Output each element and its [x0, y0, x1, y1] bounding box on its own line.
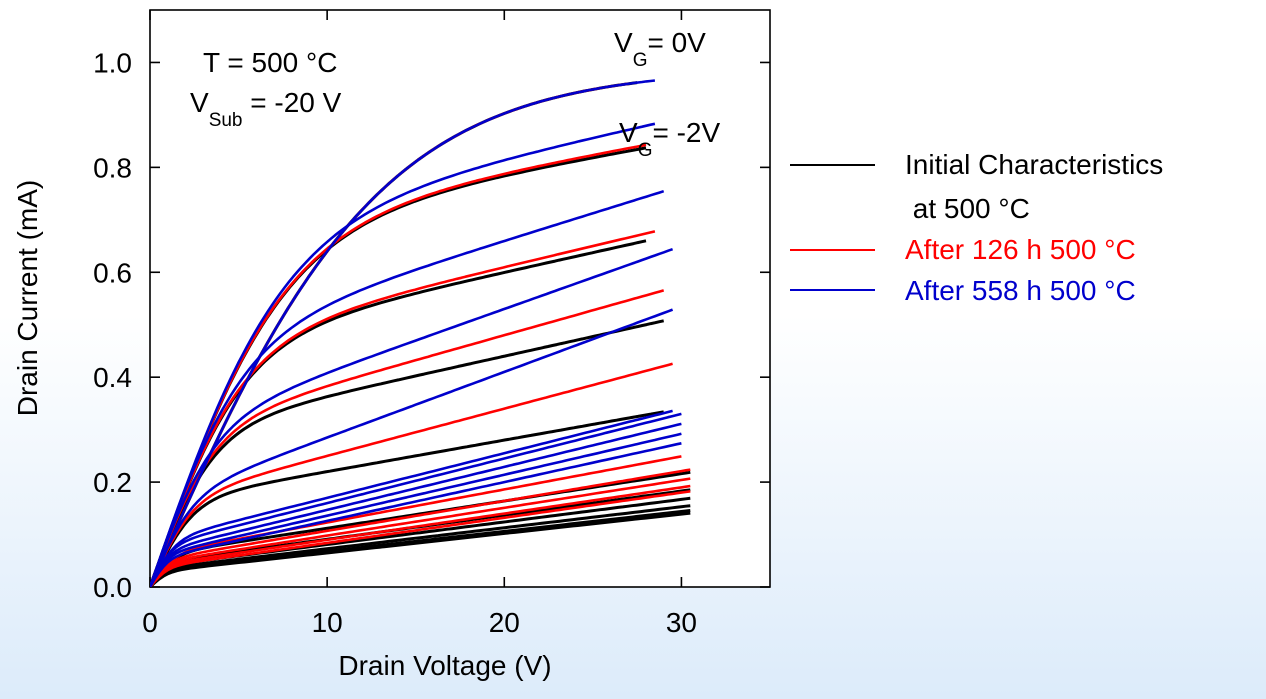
vsub-annotation: VSub = -20 V: [190, 87, 342, 131]
series-2-curve-3: [150, 247, 674, 587]
vsub-main: V: [190, 87, 209, 118]
y-tick-label: 0.8: [93, 152, 132, 183]
series-2-curve-9: [150, 442, 682, 587]
vg2-main: V: [619, 117, 638, 148]
series-1-curve-4: [150, 362, 673, 587]
x-tick-label: 20: [489, 607, 520, 638]
x-axis-title: Drain Voltage (V): [338, 650, 551, 681]
x-tick-label: 0: [142, 607, 158, 638]
y-tick-label: 0.2: [93, 467, 132, 498]
series-2-curve-5: [150, 409, 673, 587]
legend-label-126h: After 126 h 500 °C: [905, 234, 1136, 265]
x-tick-label: 10: [312, 607, 343, 638]
vg0-annotation: VG= 0V: [614, 27, 706, 71]
series-1-curve-3: [150, 289, 665, 587]
vsub-sub: Sub: [209, 110, 243, 131]
vg0-sub: G: [633, 50, 648, 71]
series-2-curve-4: [150, 308, 674, 587]
series-0-curve-8: [150, 504, 691, 587]
y-tick-label: 0.6: [93, 257, 132, 288]
series-1-curve-9: [150, 490, 691, 587]
series-2-curve-2: [150, 189, 665, 587]
y-tick-label: 0.4: [93, 362, 132, 393]
series-0-curve-10: [150, 511, 691, 587]
vg2-value: = -2V: [652, 117, 720, 148]
series-2-curve-7: [150, 422, 682, 587]
axis-ticks: 0 10 20 30 0.0 0.2 0.4 0.6 0.8 1.0: [93, 10, 770, 638]
x-tick-label: 30: [666, 607, 697, 638]
series-0-curve-3: [150, 319, 665, 587]
y-tick-label: 0.0: [93, 572, 132, 603]
vg2-sub: G: [638, 140, 653, 161]
series-1-curve-1: [150, 143, 647, 587]
temperature-annotation: T = 500 °C: [203, 47, 337, 78]
legend: Initial Characteristics at 500 °C After …: [790, 149, 1163, 306]
y-axis-title: Drain Current (mA): [12, 180, 43, 416]
series-1-curve-6: [150, 468, 691, 587]
legend-label-558h: After 558 h 500 °C: [905, 275, 1136, 306]
vg2-annotation: VG= -2V: [619, 117, 720, 161]
series-1-curve-2: [150, 230, 656, 587]
legend-label-initial: Initial Characteristics: [905, 149, 1163, 180]
series-1-curve-8: [150, 484, 691, 587]
vg0-value: = 0V: [647, 27, 706, 58]
vg0-main: V: [614, 27, 633, 58]
y-tick-label: 1.0: [93, 47, 132, 78]
series-0-curve-4: [150, 410, 664, 587]
legend-label-initial-line2: at 500 °C: [905, 193, 1030, 224]
series-2-curve-6: [150, 412, 682, 587]
series-2-curve-1: [150, 122, 656, 587]
series-2-curve-0: [150, 79, 656, 587]
vsub-value: = -20 V: [243, 87, 342, 118]
series-1-curve-7: [150, 477, 691, 587]
data-curves: [150, 79, 691, 587]
series-2-curve-8: [150, 432, 682, 587]
